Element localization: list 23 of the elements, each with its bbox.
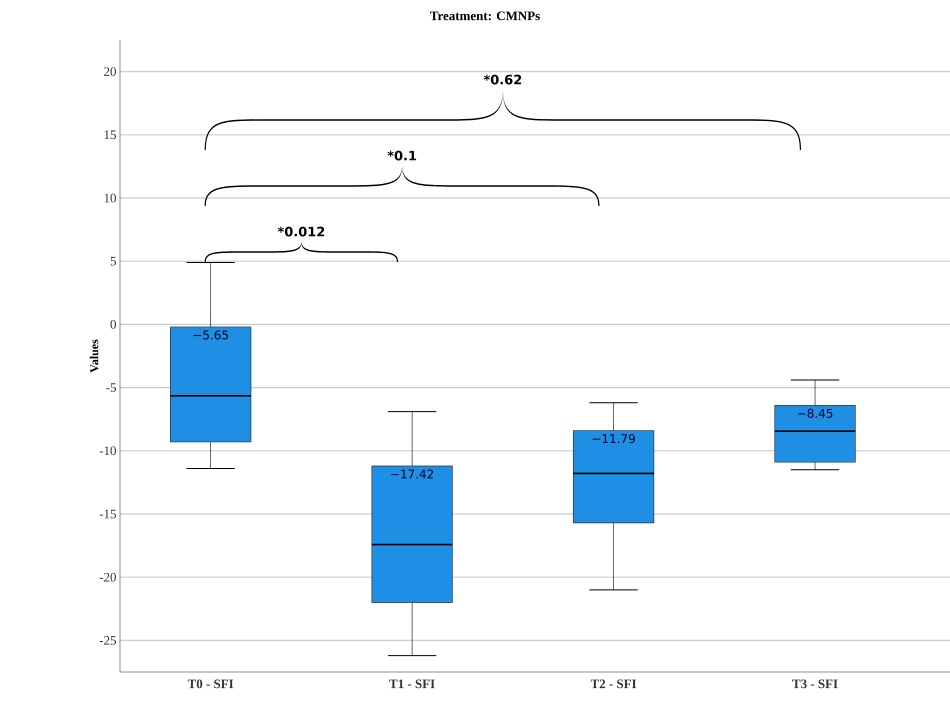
annotation: *0.012 xyxy=(278,226,324,236)
text: −5.65 xyxy=(194,330,228,340)
text: −11.79 xyxy=(592,434,635,444)
y-axis-title: Values xyxy=(90,340,98,373)
y-tick-label: 15 xyxy=(104,130,116,140)
y-tick-label: 20 xyxy=(104,67,116,76)
y-tick-label: -5 xyxy=(106,383,116,392)
x-tick-label: T0 - SFI xyxy=(188,680,234,688)
y-tick-label: -20 xyxy=(100,572,116,582)
annotation: *0.1 xyxy=(388,150,416,160)
chart-title: Treatment: CMNPs xyxy=(430,12,540,20)
y-tick-label: -10 xyxy=(100,446,116,456)
text: −17.42 xyxy=(391,469,434,478)
x-tick-label: T3 - SFI xyxy=(792,680,838,688)
text: −8.45 xyxy=(798,408,832,418)
y-tick-label: -15 xyxy=(100,510,116,518)
y-tick-label: 0 xyxy=(110,320,116,329)
x-tick-label: T2 - SFI xyxy=(590,680,636,688)
y-tick-label: 10 xyxy=(104,194,116,202)
annotation: *0.62 xyxy=(484,74,522,84)
x-tick-label: T1 - SFI xyxy=(389,680,435,688)
y-tick-label: 5 xyxy=(110,256,116,266)
y-tick-label: -25 xyxy=(100,636,116,645)
